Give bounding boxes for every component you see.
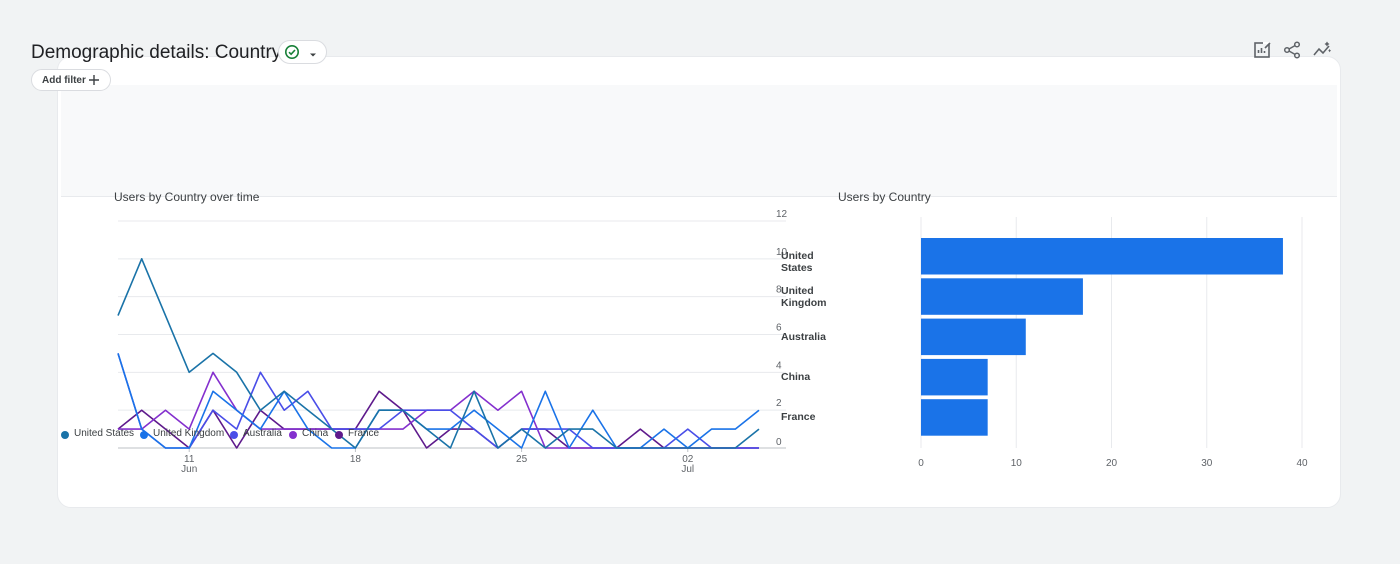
- bar-chart-title: Users by Country: [838, 190, 931, 204]
- check-circle-icon: [284, 44, 300, 65]
- legend-swatch: [230, 431, 238, 439]
- customize-report-icon[interactable]: [1252, 40, 1272, 60]
- plus-icon: [88, 74, 100, 89]
- line-chart-title: Users by Country over time: [114, 190, 260, 204]
- bar-category-label: United States: [781, 250, 814, 275]
- bar-category-label: Australia: [781, 330, 826, 343]
- legend-label: United Kingdom: [153, 428, 225, 439]
- bar-category-label: France: [781, 411, 816, 424]
- card-header: [61, 85, 1337, 197]
- legend-label: China: [302, 428, 329, 439]
- legend-swatch: [335, 431, 343, 439]
- add-filter-button[interactable]: Add filter: [31, 69, 111, 91]
- legend-label: United States: [74, 428, 135, 439]
- report-card: [57, 56, 1341, 508]
- legend-label: Australia: [243, 428, 282, 439]
- page-title: Demographic details: Country: [31, 42, 282, 63]
- legend-swatch: [61, 431, 69, 439]
- share-icon[interactable]: [1282, 40, 1302, 60]
- add-filter-label: Add filter: [42, 75, 86, 86]
- bar-category-label: China: [781, 371, 811, 384]
- legend-swatch: [140, 431, 148, 439]
- caret-down-icon: [308, 47, 318, 65]
- title-status-dropdown[interactable]: [278, 40, 327, 64]
- legend-label: France: [348, 428, 380, 439]
- bar-category-label: United Kingdom: [781, 284, 827, 309]
- insights-icon[interactable]: [1312, 40, 1332, 60]
- legend-swatch: [289, 431, 297, 439]
